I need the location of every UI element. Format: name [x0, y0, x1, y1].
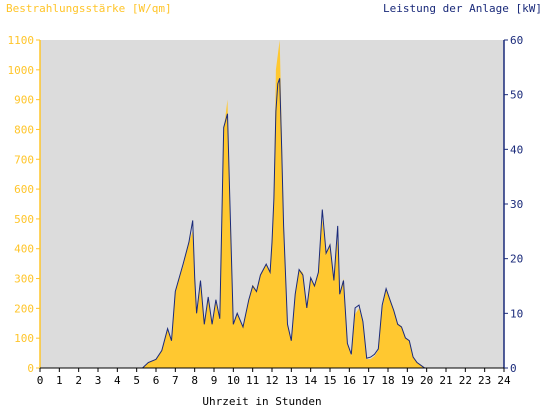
x-tick-label: 4 [114, 374, 121, 387]
right-tick-label: 50 [510, 89, 523, 102]
left-tick-label: 0 [27, 362, 34, 375]
x-axis-label: Uhrzeit in Stunden [202, 395, 321, 408]
x-tick-label: 18 [381, 374, 394, 387]
x-tick-label: 16 [343, 374, 356, 387]
right-tick-label: 30 [510, 198, 523, 211]
x-tick-label: 13 [285, 374, 298, 387]
x-tick-label: 19 [401, 374, 414, 387]
left-tick-label: 500 [14, 213, 34, 226]
left-tick-label: 400 [14, 243, 34, 256]
left-tick-label: 1000 [8, 64, 35, 77]
right-axis-ticks: 0 10 20 30 40 50 60 [504, 34, 523, 375]
right-tick-label: 60 [510, 34, 523, 47]
x-tick-label: 21 [439, 374, 452, 387]
x-tick-label: 2 [75, 374, 82, 387]
power-line [40, 78, 504, 369]
x-tick-label: 20 [420, 374, 433, 387]
x-axis-ticks: 0 1 2 3 4 5 6 7 8 9 10 11 12 13 14 15 16 17 18 19 20 21 22 23 24 [37, 368, 511, 387]
x-tick-label: 22 [459, 374, 472, 387]
left-tick-label: 100 [14, 332, 34, 345]
x-tick-label: 7 [172, 374, 179, 387]
irradiance-area [40, 40, 504, 368]
left-axis-ticks: 0 100 200 300 400 500 600 700 800 900 1000 1100 [8, 34, 40, 375]
x-tick-label: 0 [37, 374, 44, 387]
x-tick-label: 14 [304, 374, 318, 387]
x-tick-label: 5 [133, 374, 140, 387]
x-tick-label: 9 [211, 374, 218, 387]
left-tick-label: 900 [14, 94, 34, 107]
series-layer [40, 40, 504, 369]
x-tick-label: 8 [191, 374, 198, 387]
x-tick-label: 15 [323, 374, 336, 387]
x-tick-label: 17 [362, 374, 375, 387]
right-tick-label: 0 [510, 362, 517, 375]
left-tick-label: 700 [14, 153, 34, 166]
left-tick-label: 800 [14, 123, 34, 136]
left-tick-label: 200 [14, 302, 34, 315]
x-tick-label: 6 [153, 374, 160, 387]
left-tick-label: 600 [14, 183, 34, 196]
left-tick-label: 300 [14, 273, 34, 286]
x-tick-label: 1 [56, 374, 63, 387]
right-axis-title: Leistung der Anlage [kW] [383, 2, 542, 15]
x-tick-label: 24 [497, 374, 511, 387]
right-tick-label: 20 [510, 253, 523, 266]
x-tick-label: 23 [478, 374, 491, 387]
x-tick-label: 10 [227, 374, 240, 387]
x-tick-label: 12 [265, 374, 278, 387]
x-tick-label: 3 [95, 374, 102, 387]
x-tick-label: 11 [246, 374, 259, 387]
right-tick-label: 40 [510, 143, 523, 156]
left-tick-label: 1100 [8, 34, 35, 47]
left-axis-title: Bestrahlungsstärke [W/qm] [6, 2, 172, 15]
right-tick-label: 10 [510, 307, 523, 320]
